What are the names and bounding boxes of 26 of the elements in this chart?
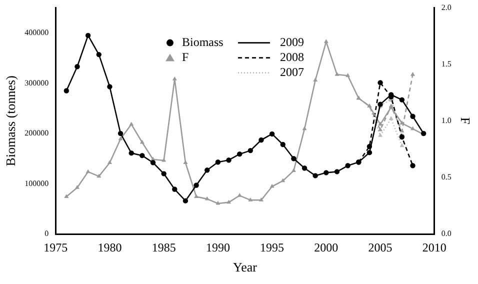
y-tick-label: 300000: [24, 78, 49, 88]
y-tick-label: 400000: [24, 28, 49, 38]
x-tick-label: 2005: [368, 240, 392, 254]
x-tick-label: 2010: [422, 240, 446, 254]
legend-label: F: [182, 50, 189, 64]
x-tick-label: 1975: [44, 240, 68, 254]
y-tick-label: 100000: [24, 178, 49, 188]
y2-axis-title: F: [458, 117, 473, 125]
annotation: 2009: [280, 34, 304, 49]
y2-tick-label: 2.0: [441, 2, 452, 12]
x-axis-title: Year: [233, 260, 258, 275]
y-tick-label: 200000: [24, 128, 49, 138]
legend-label: Biomass: [182, 34, 224, 49]
legend-label: 2008: [280, 50, 304, 64]
y2-tick-label: 1.5: [441, 59, 452, 68]
legend-label: 2007: [280, 64, 304, 79]
x-tick-label: 1980: [98, 240, 122, 254]
x-tick-label: 1985: [152, 240, 176, 254]
x-tick-label: 1995: [260, 240, 284, 254]
y2-tick-label: 0.5: [441, 172, 452, 182]
x-tick-label: 1990: [206, 240, 230, 254]
x-tick-label: 2000: [314, 240, 338, 254]
y-tick-label: 0: [44, 229, 49, 238]
y2-tick-label: 0.0: [441, 229, 452, 238]
y2-tick-label: 1.0: [441, 116, 452, 125]
y-axis-title: Biomass (tonnes): [3, 76, 18, 166]
